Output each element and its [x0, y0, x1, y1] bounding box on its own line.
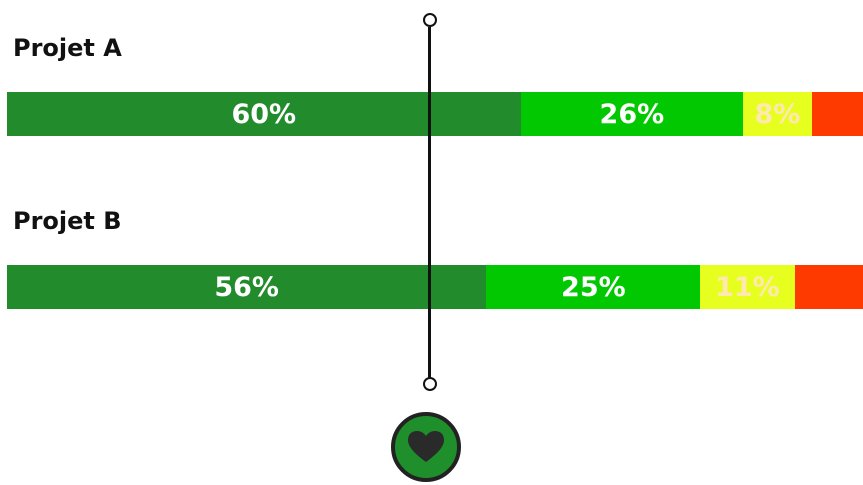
bar-data-label: 56% [214, 271, 279, 303]
bar-data-label: 8% [754, 98, 801, 130]
bar-data-label: 60% [231, 98, 297, 130]
slider-bottom-handle-icon[interactable] [423, 377, 437, 391]
bar-segment-a-3: 8% [743, 92, 812, 136]
comparison-slider-line[interactable] [428, 27, 431, 379]
bar-segment-a-1: 60% [7, 92, 521, 136]
stacked-bar-projet-a: 60% 26% 8% [7, 92, 863, 136]
heart-button[interactable] [391, 412, 461, 482]
bar-segment-b-1: 56% [7, 265, 487, 309]
project-title-b: Projet B [13, 207, 122, 235]
bar-segment-b-2: 25% [486, 265, 701, 309]
project-title-a: Projet A [13, 34, 122, 62]
bar-segment-b-4 [794, 265, 863, 309]
bar-segment-b-3: 11% [700, 265, 795, 309]
bar-segment-a-4 [811, 92, 863, 136]
stacked-bar-projet-b: 56% 25% 11% [7, 265, 863, 309]
bar-segment-a-2: 26% [520, 92, 744, 136]
slider-top-handle-icon[interactable] [423, 13, 437, 27]
bar-data-label: 11% [715, 271, 780, 303]
heart-icon [408, 431, 444, 462]
bar-data-label: 26% [599, 98, 665, 130]
bar-data-label: 25% [561, 271, 626, 303]
